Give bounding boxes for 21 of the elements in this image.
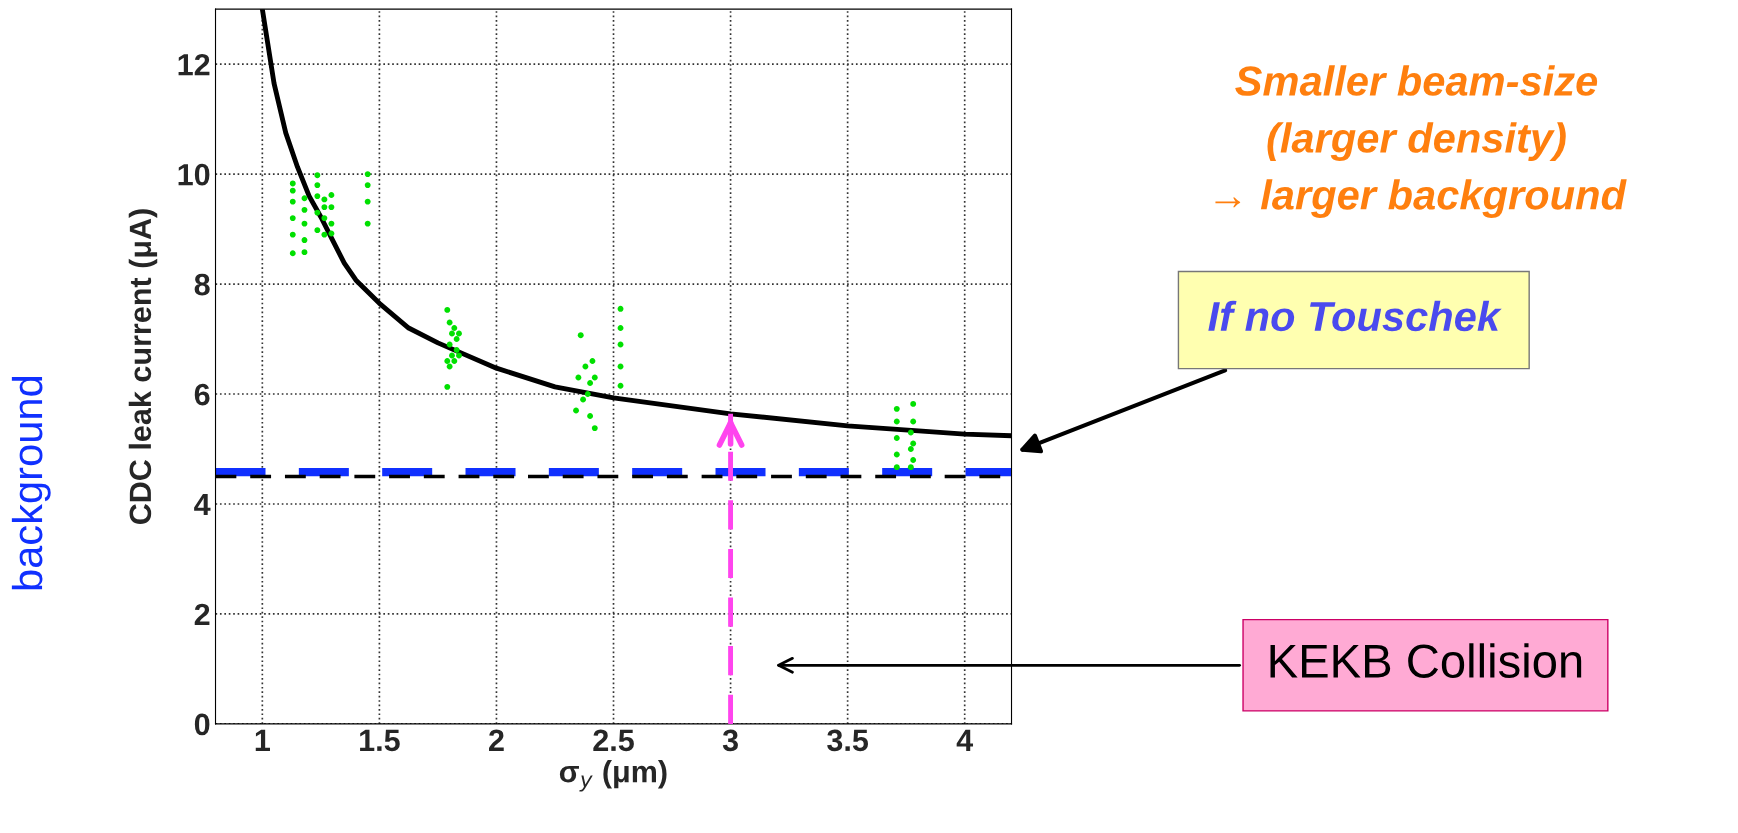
line-series	[259, 9, 1012, 439]
y-tick-label: 12	[178, 53, 210, 76]
y-tick-label: 0	[194, 713, 210, 736]
x-tick-label: 3	[722, 729, 738, 752]
x-tick-label: 4	[956, 729, 974, 751]
text: Smaller beam-size (larger density) → larger background	[1215, 65, 1627, 218]
x-tick-label: 3.5	[827, 729, 869, 752]
x-axis-title: σ$_{y}$ (μm)	[559, 760, 667, 792]
x-tick-label: 1	[255, 729, 270, 751]
x-tick-label: 2	[489, 729, 504, 751]
y-tick-label: 6	[194, 383, 210, 406]
text: KEKB Collision	[1270, 643, 1582, 678]
y-tick-label: 4	[194, 494, 211, 516]
y-tick-label: 10	[178, 163, 210, 186]
y-axis-title: CDC leak current (μA)	[128, 209, 158, 525]
text: If no Touschek	[1208, 300, 1502, 332]
y-tick-label: 2	[194, 603, 210, 625]
y-tick-label: 8	[194, 273, 210, 296]
x-tick-label: 1.5	[360, 729, 400, 752]
ref-line-label: background	[11, 376, 51, 590]
x-tick-label: 2.5	[593, 729, 634, 752]
